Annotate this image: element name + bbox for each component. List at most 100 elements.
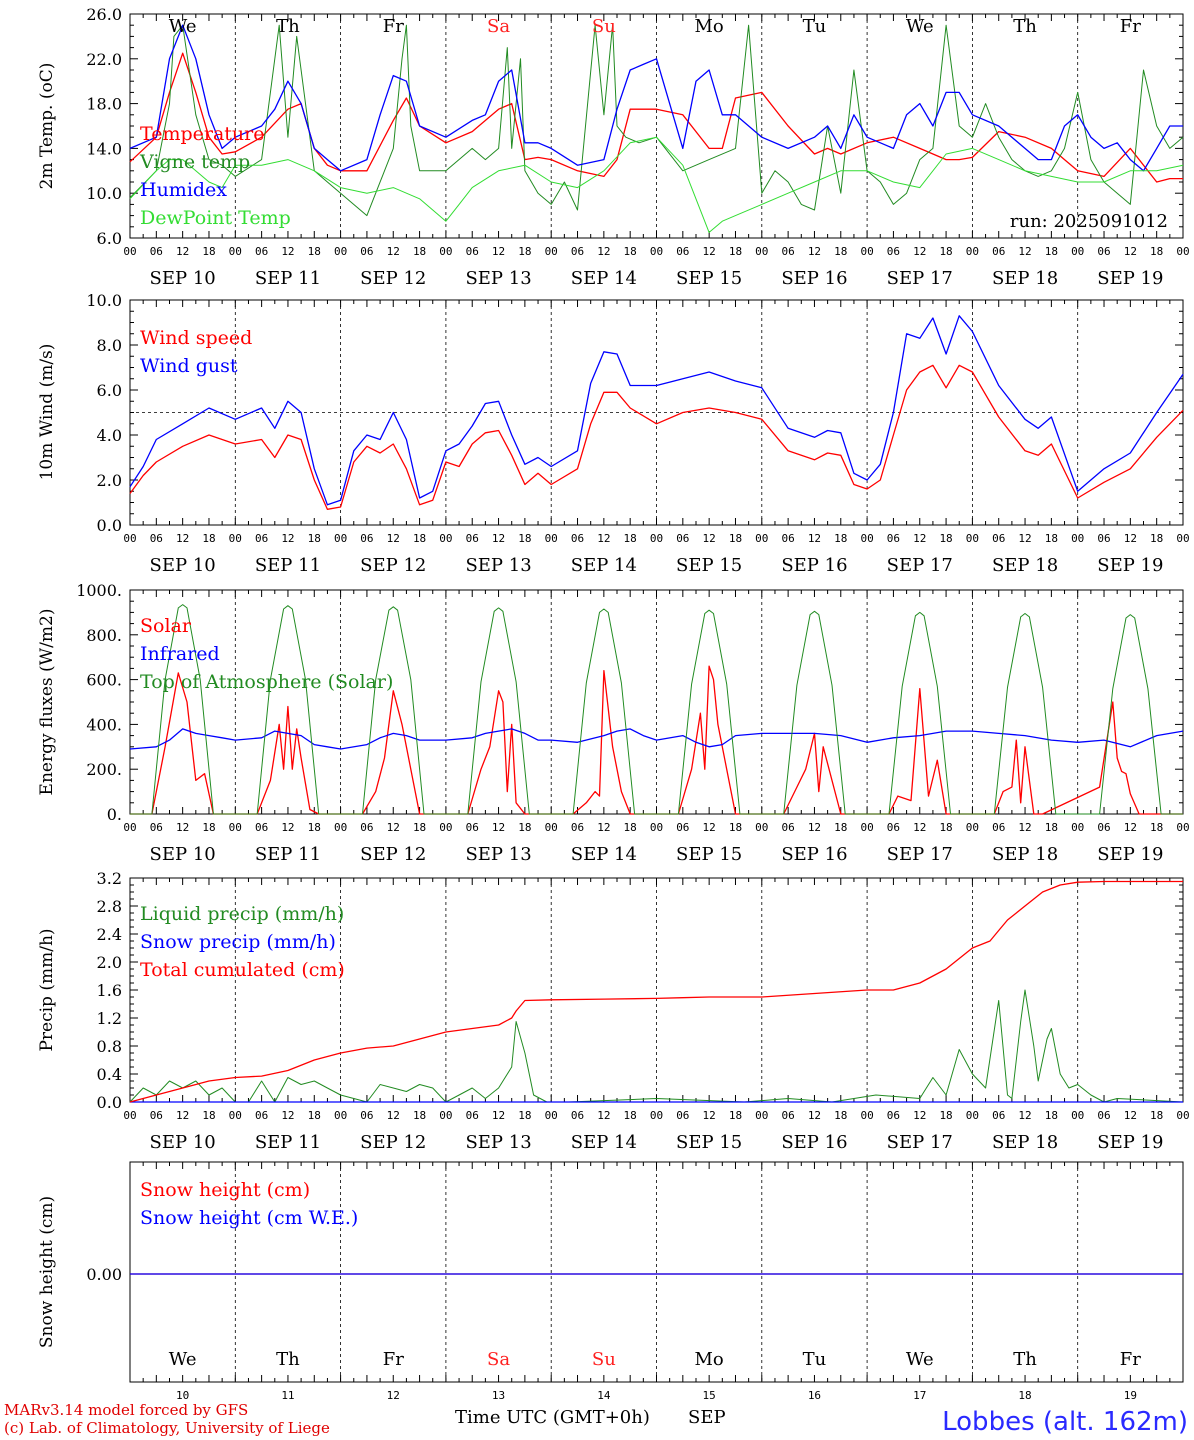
legend-entry: Solar <box>140 615 192 637</box>
hour-label: 18 <box>834 1109 847 1122</box>
date-label: SEP 11 <box>255 844 321 865</box>
hour-label: 06 <box>150 821 163 834</box>
day-name: Th <box>1013 16 1037 37</box>
hour-label: 06 <box>360 245 373 258</box>
hour-label: 12 <box>808 821 821 834</box>
day-number: 15 <box>703 1389 716 1402</box>
hour-label: 12 <box>492 245 505 258</box>
day-name: Mo <box>695 16 724 37</box>
day-name: We <box>169 1349 197 1370</box>
hour-label: 18 <box>518 245 531 258</box>
series-top-of-atmosphere-solar- <box>130 604 1183 815</box>
y-tick-label: 14.0 <box>86 139 122 158</box>
y-tick-label: 10.0 <box>86 291 122 310</box>
date-label: SEP 19 <box>1097 844 1163 865</box>
hour-label: 06 <box>1097 532 1110 545</box>
hour-label: 00 <box>966 821 979 834</box>
legend-entry: Top of Atmosphere (Solar) <box>140 671 393 693</box>
legend-entry: Humidex <box>140 179 227 201</box>
hour-label: 12 <box>492 1109 505 1122</box>
footer-month: SEP <box>688 1407 726 1428</box>
y-tick-label: 800. <box>86 626 122 645</box>
day-name: We <box>906 16 934 37</box>
hour-label: 18 <box>729 532 742 545</box>
hour-label: 18 <box>729 1109 742 1122</box>
hour-label: 12 <box>1018 1109 1031 1122</box>
hour-label: 18 <box>729 245 742 258</box>
hour-label: 00 <box>545 532 558 545</box>
y-tick-label: 26.0 <box>86 5 122 24</box>
hour-label: 06 <box>676 821 689 834</box>
hour-label: 18 <box>1150 1109 1163 1122</box>
hour-label: 00 <box>545 245 558 258</box>
day-name: Fr <box>1120 1349 1141 1370</box>
date-label: SEP 15 <box>676 1132 742 1153</box>
day-name: Th <box>276 16 300 37</box>
date-label: SEP 12 <box>360 555 426 576</box>
hour-label: 06 <box>466 1109 479 1122</box>
hour-label: 00 <box>1071 1109 1084 1122</box>
y-tick-label: 3.2 <box>97 869 122 888</box>
date-label: SEP 13 <box>465 268 531 289</box>
y-tick-label: 0.0 <box>97 1093 122 1112</box>
series-humidex <box>129 24 1183 172</box>
hour-label: 12 <box>1124 821 1137 834</box>
hour-label: 06 <box>571 245 584 258</box>
day-number: 18 <box>1018 1389 1031 1402</box>
day-name: Su <box>592 16 616 37</box>
date-label: SEP 17 <box>887 555 953 576</box>
hour-label: 00 <box>334 1109 347 1122</box>
panel-1: 6.0 10.0 14.0 18.0 22.0 26.0 2m Temp. (oC) 00 06… <box>37 5 1190 289</box>
day-name: Fr <box>1120 16 1141 37</box>
date-label: SEP 10 <box>150 555 216 576</box>
series-dewpoint-temp <box>129 136 1184 233</box>
hour-label: 18 <box>1150 821 1163 834</box>
hour-label: 12 <box>176 1109 189 1122</box>
hour-label: 12 <box>1124 245 1137 258</box>
hour-label: 00 <box>1176 245 1189 258</box>
plot-frame <box>129 13 1184 239</box>
hour-label: 12 <box>1018 245 1031 258</box>
hour-label: 12 <box>703 821 716 834</box>
hour-label: 00 <box>439 821 452 834</box>
hour-label: 06 <box>255 1109 268 1122</box>
hour-label: 06 <box>887 821 900 834</box>
day-number: 11 <box>281 1389 294 1402</box>
hour-label: 06 <box>255 245 268 258</box>
hour-label: 06 <box>887 245 900 258</box>
hour-label: 18 <box>518 532 531 545</box>
hour-label: 18 <box>834 245 847 258</box>
y-tick-label: 4.0 <box>97 426 122 445</box>
day-name: Fr <box>383 1349 404 1370</box>
hour-label: 12 <box>597 532 610 545</box>
hour-label: 12 <box>387 245 400 258</box>
hour-label: 06 <box>466 245 479 258</box>
hour-label: 12 <box>387 821 400 834</box>
legend-entry: Snow height (cm) <box>140 1179 310 1201</box>
date-label: SEP 11 <box>255 1132 321 1153</box>
hour-label: 06 <box>782 821 795 834</box>
date-label: SEP 18 <box>992 555 1058 576</box>
hour-label: 06 <box>150 1109 163 1122</box>
footer-model: MARv3.14 model forced by GFS <box>4 1401 248 1419</box>
day-name: We <box>906 1349 934 1370</box>
date-label: SEP 16 <box>781 1132 847 1153</box>
hour-label: 00 <box>755 821 768 834</box>
legend-entry: Snow height (cm W.E.) <box>140 1207 358 1229</box>
date-label: SEP 17 <box>887 268 953 289</box>
hour-label: 06 <box>150 532 163 545</box>
day-name: Tu <box>803 16 827 37</box>
hour-label: 12 <box>176 245 189 258</box>
hour-label: 00 <box>545 1109 558 1122</box>
hour-label: 06 <box>360 821 373 834</box>
hour-label: 12 <box>703 245 716 258</box>
hour-label: 12 <box>387 1109 400 1122</box>
hour-label: 18 <box>308 245 321 258</box>
day-name: Su <box>592 1349 616 1370</box>
y-tick-label: 8.0 <box>97 336 122 355</box>
hour-label: 00 <box>1176 821 1189 834</box>
footer-credit: (c) Lab. of Climatology, University of L… <box>4 1419 330 1437</box>
y-tick-label: 0.00 <box>86 1265 122 1284</box>
date-label: SEP 16 <box>781 844 847 865</box>
hour-label: 12 <box>1124 1109 1137 1122</box>
